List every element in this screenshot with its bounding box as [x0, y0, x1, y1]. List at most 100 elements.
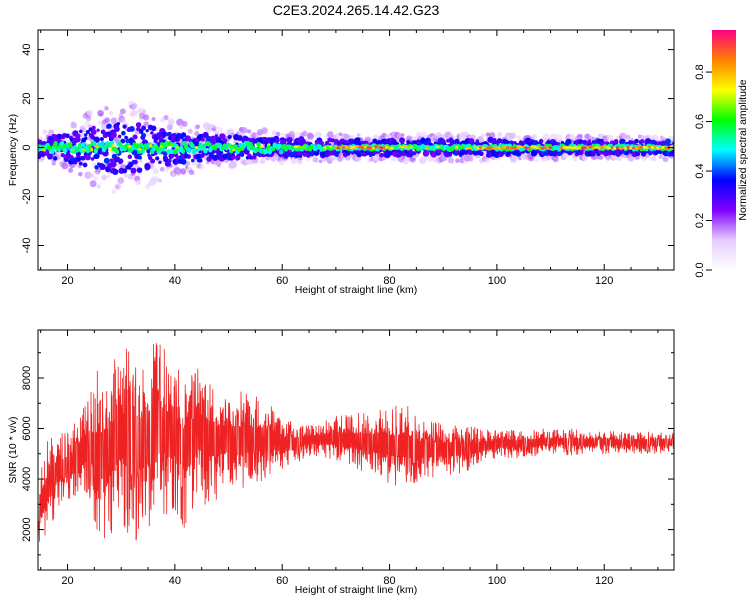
heatmap-cell [634, 138, 639, 144]
heatmap-cell [81, 156, 86, 161]
heatmap-cell [409, 149, 413, 153]
heatmap-cell [89, 180, 97, 188]
heatmap-cell [626, 145, 631, 149]
heatmap-cell [199, 164, 204, 170]
heatmap-cell [137, 158, 143, 164]
heatmap-cell [128, 126, 135, 132]
heatmap-cell [460, 146, 464, 149]
heatmap-cell [117, 141, 123, 147]
heatmap-cell [176, 172, 181, 176]
heatmap-cell [301, 146, 306, 149]
heatmap-cell [138, 147, 142, 151]
snr-frame [37, 329, 675, 571]
spectrogram-x-axis-label: Height of straight line (km) [295, 284, 418, 296]
heatmap-cell [480, 133, 486, 138]
snr-x-ticks: 20 40 60 80 100 120 [40, 330, 659, 587]
heatmap-cell [71, 149, 75, 152]
heatmap-cell [339, 145, 344, 149]
heatmap-cell [291, 146, 295, 149]
heatmap-cell [309, 139, 313, 143]
heatmap-cell [215, 160, 222, 167]
heatmap-cell [112, 168, 119, 175]
heatmap-cell [203, 148, 208, 154]
heatmap-cell [61, 162, 69, 170]
heatmap-cell [237, 148, 242, 151]
heatmap-cell [468, 156, 474, 162]
heatmap-cell [330, 138, 335, 143]
heatmap-cell [84, 136, 88, 141]
heatmap-cell [195, 124, 201, 130]
heatmap-cell [99, 137, 104, 142]
heatmap-cell [68, 142, 73, 148]
heatmap-cell [40, 156, 45, 161]
heatmap-cell [372, 138, 378, 144]
colorbar-tick-label: 0.4 [694, 163, 706, 178]
heatmap-cell [489, 146, 494, 150]
heatmap-cell [60, 152, 65, 158]
heatmap-cell [356, 152, 362, 158]
heatmap-cell [154, 145, 158, 149]
heatmap-cell [546, 146, 550, 150]
heatmap-cell [288, 130, 296, 138]
heatmap-cell [165, 144, 169, 147]
heatmap-cell [127, 145, 132, 148]
heatmap-cell [93, 176, 98, 181]
heatmap-cell [513, 146, 518, 150]
heatmap-cell [75, 136, 81, 143]
heatmap-cell [131, 102, 138, 109]
heatmap-cell [114, 126, 120, 133]
heatmap-cell [180, 148, 186, 154]
heatmap-cell [350, 146, 354, 149]
heatmap-cell [456, 151, 461, 155]
heatmap-cell [302, 152, 308, 157]
heatmap-cell [111, 144, 115, 148]
heatmap-cell [621, 146, 625, 150]
heatmap-cell [476, 146, 480, 150]
heatmap-cell [100, 122, 108, 130]
heatmap-cell [347, 146, 352, 149]
heatmap-cell [121, 130, 126, 136]
heatmap-cell [122, 121, 127, 126]
heatmap-cell [110, 161, 117, 168]
heatmap-cell [193, 140, 200, 147]
chart-title: C2E3.2024.265.14.42.G23 [273, 2, 440, 18]
heatmap-cell [128, 161, 134, 168]
heatmap-cell [256, 141, 261, 147]
heatmap-cell [478, 146, 483, 150]
heatmap-cell [631, 146, 636, 150]
heatmap-cell [177, 138, 181, 142]
heatmap-cell [89, 148, 94, 151]
heatmap-cell [560, 140, 565, 145]
heatmap-cell [237, 135, 243, 141]
colorbar-tick-label: 0.6 [694, 114, 706, 129]
heatmap-cell [658, 154, 663, 159]
heatmap-cell [519, 145, 523, 149]
colorbar: 0.0 0.2 0.4 0.6 0.8 Normalized spectral ampl… [694, 30, 749, 278]
heatmap-cell [229, 145, 234, 149]
heatmap-cell [492, 146, 497, 150]
heatmap-cell [114, 183, 121, 190]
heatmap-cell [344, 139, 348, 144]
heatmap-cell [186, 154, 191, 159]
snr-x-tick-label: 120 [595, 575, 613, 587]
heatmap-cell [455, 158, 460, 163]
colorbar-tick-label: 0.0 [694, 262, 706, 277]
heatmap-cell [412, 151, 417, 156]
heatmap-cell [85, 129, 90, 135]
heatmap-cell [209, 135, 217, 143]
heatmap-cell [555, 133, 563, 141]
spectrogram-y-tick-label: 40 [21, 43, 33, 55]
heatmap-cell [447, 157, 455, 164]
heatmap-cell [148, 144, 153, 148]
heatmap-cell [96, 128, 100, 132]
heatmap-cell [86, 109, 93, 116]
heatmap-cell [487, 136, 494, 143]
heatmap-cell [602, 145, 607, 149]
snr-y-tick-label: 8000 [21, 366, 33, 390]
heatmap-cell [572, 146, 577, 150]
heatmap-cell [379, 146, 384, 150]
heatmap-cell [538, 138, 544, 144]
heatmap-cell [567, 146, 572, 149]
heatmap-cell [50, 148, 55, 155]
